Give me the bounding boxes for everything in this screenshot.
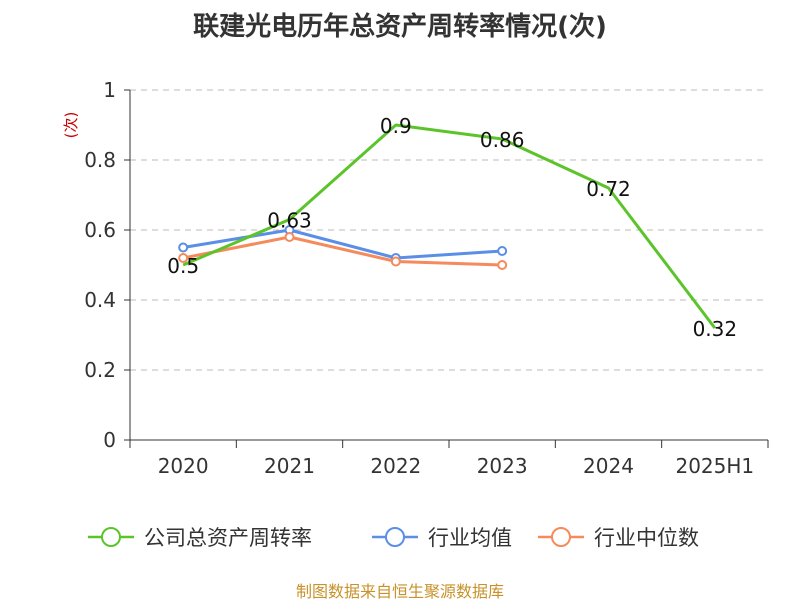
y-tick-label: 0.4 (84, 288, 116, 312)
y-axis-label: (次) (62, 112, 80, 139)
source-note: 制图数据来自恒生聚源数据库 (295, 582, 504, 601)
legend-label: 公司总资产周转率 (144, 526, 312, 550)
data-label: 0.5 (167, 254, 199, 278)
x-tick-label: 2025H1 (675, 454, 754, 478)
series-line (182, 123, 717, 329)
x-tick-label: 2021 (264, 454, 315, 478)
series-line (182, 235, 503, 267)
x-tick-label: 2020 (158, 454, 209, 478)
data-point (284, 232, 295, 242)
data-label: 0.32 (693, 317, 738, 341)
data-point (178, 242, 189, 253)
data-label: 0.9 (380, 114, 412, 138)
legend-label: 行业均值 (428, 526, 512, 550)
data-label: 0.72 (586, 177, 631, 201)
legend-marker (101, 527, 121, 547)
data-point (497, 246, 508, 256)
chart-title: 联建光电历年总资产周转率情况(次) (193, 12, 607, 42)
series-line (182, 228, 503, 260)
x-tick-label: 2022 (370, 454, 421, 478)
x-tick-label: 2024 (583, 454, 634, 478)
data-point (390, 256, 401, 267)
data-point (497, 260, 508, 270)
y-tick-label: 0 (103, 428, 116, 452)
y-tick-label: 0.2 (84, 358, 116, 382)
y-tick-label: 0.6 (84, 218, 116, 242)
legend-label: 行业中位数 (594, 526, 699, 550)
legend-marker (385, 527, 405, 547)
y-tick-label: 1 (103, 78, 116, 102)
y-tick-label: 0.8 (84, 148, 116, 172)
data-point (178, 253, 189, 263)
data-label: 0.63 (267, 209, 312, 233)
x-tick-label: 2023 (477, 454, 528, 478)
data-label: 0.86 (480, 128, 525, 152)
legend-marker (551, 527, 571, 547)
